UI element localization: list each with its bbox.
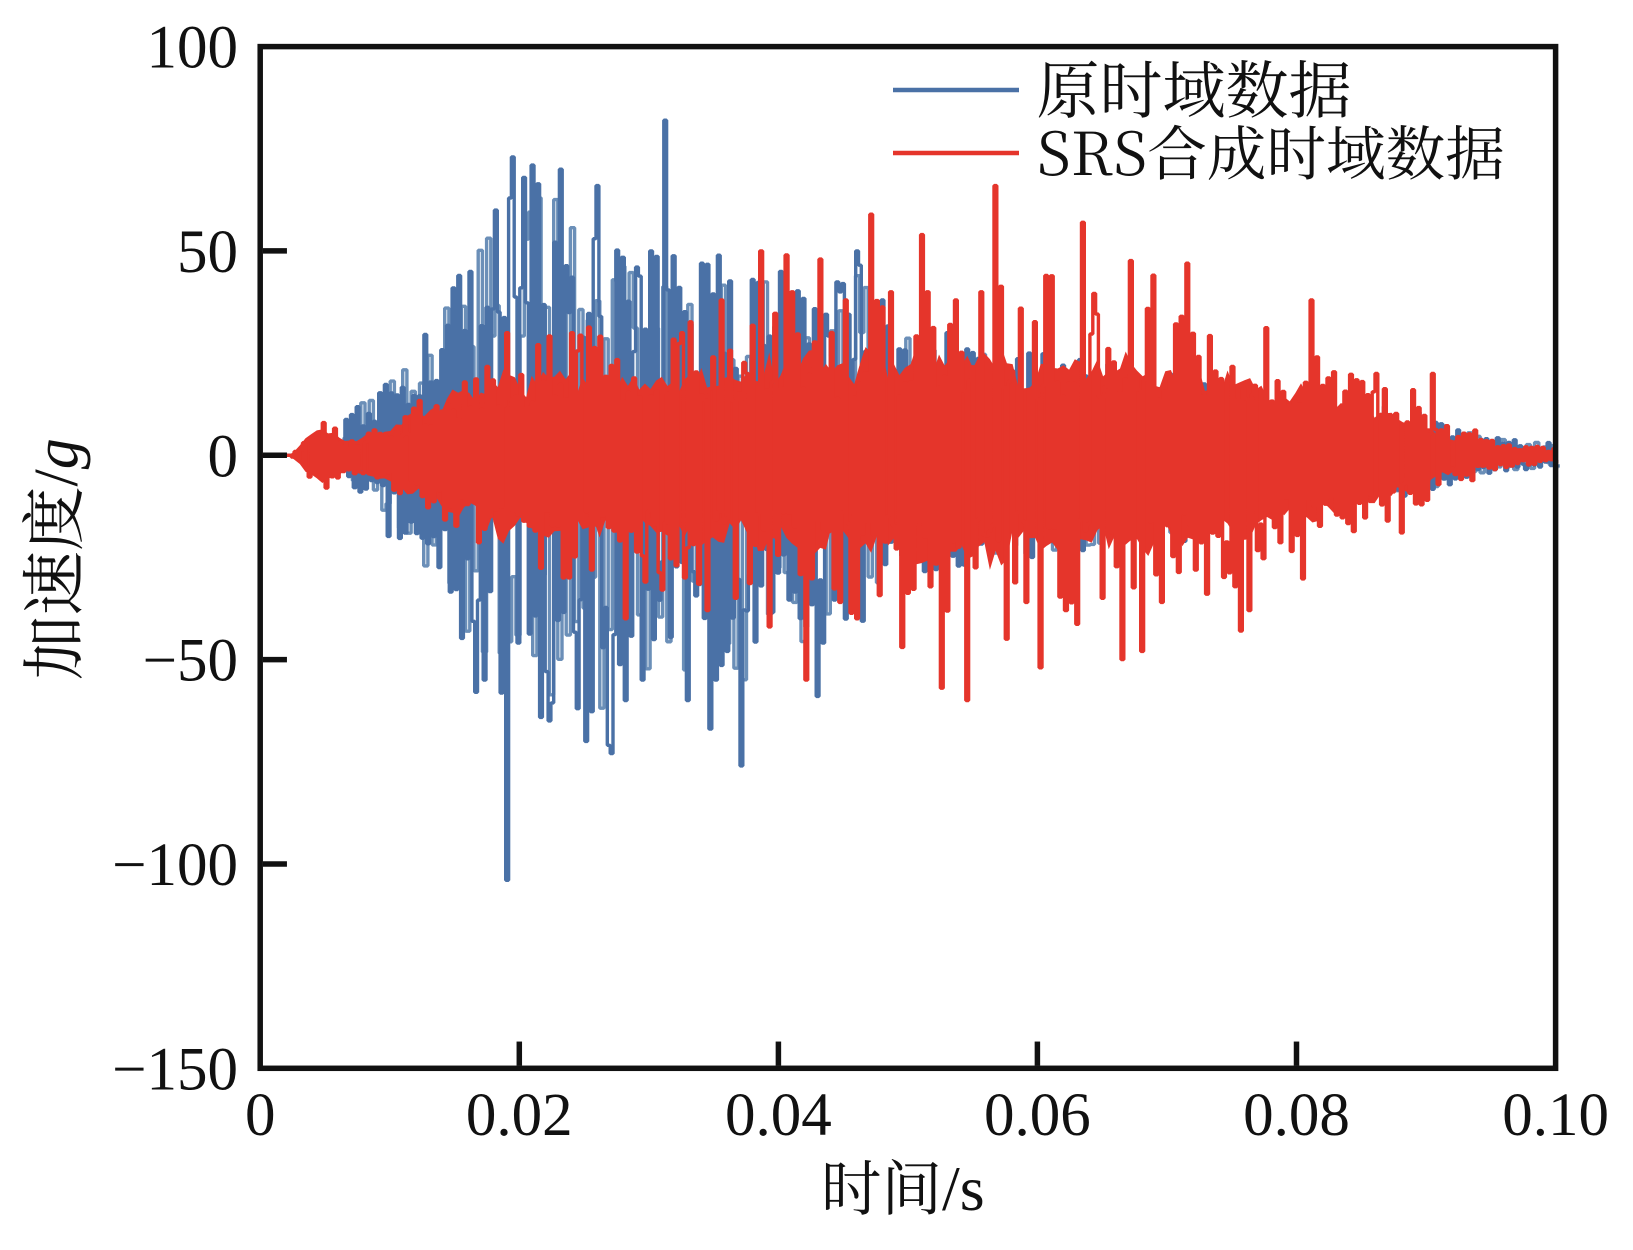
svg-text:0.06: 0.06 (984, 1082, 1091, 1149)
svg-text:100: 100 (147, 15, 239, 82)
svg-text:−100: −100 (112, 832, 238, 899)
svg-text:0.04: 0.04 (725, 1082, 832, 1149)
svg-text:−150: −150 (112, 1036, 238, 1103)
svg-text:0.10: 0.10 (1502, 1082, 1609, 1149)
svg-text:0.02: 0.02 (466, 1082, 573, 1149)
svg-text:50: 50 (177, 219, 238, 286)
svg-text:/s: /s (942, 1153, 985, 1224)
svg-text:−50: −50 (143, 628, 238, 695)
svg-text:/g: /g (23, 438, 91, 486)
svg-text:0: 0 (245, 1082, 276, 1149)
svg-text:0: 0 (208, 423, 239, 490)
svg-text:0.08: 0.08 (1243, 1082, 1350, 1149)
